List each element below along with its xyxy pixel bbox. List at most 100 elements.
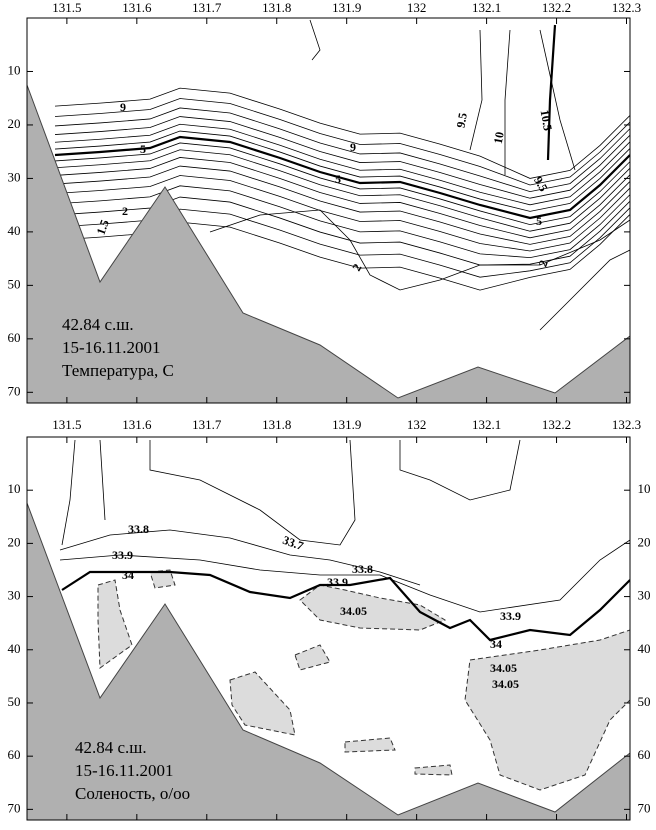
contour-label: 34.05	[492, 677, 519, 691]
y-tick-label: 60	[638, 747, 651, 762]
isotherm	[54, 185, 630, 259]
contour-label: 33.9	[500, 609, 521, 623]
contour-label: 34	[490, 637, 502, 651]
y-tick-label: 70	[8, 383, 21, 398]
y-tick-label: 20	[8, 116, 21, 131]
x-tick-label: 131.8	[262, 0, 291, 15]
isohaline	[61, 439, 76, 546]
y-tick-label: 30	[8, 169, 21, 184]
annotation: 15-16.11.2001	[62, 338, 161, 357]
isohaline	[99, 439, 106, 521]
isotherm	[54, 165, 630, 245]
y-tick-label: 70	[638, 800, 651, 815]
isotherm	[54, 123, 630, 206]
contour-label: 2	[349, 261, 364, 273]
x-tick-label: 131.6	[122, 0, 152, 15]
isohalines	[59, 439, 630, 791]
x-tick-label: 132.2	[542, 417, 571, 432]
isotherm	[54, 142, 630, 226]
x-tick-label: 132	[407, 417, 427, 432]
contour-label: 5	[335, 172, 341, 186]
y-tick-label: 50	[638, 694, 651, 709]
isotherm	[54, 157, 630, 239]
annotation: 42.84 с.ш.	[75, 738, 147, 757]
contour-label: 9.5	[531, 174, 551, 194]
isotherm	[469, 29, 483, 151]
isotherm	[54, 116, 630, 199]
x-tick-label: 132.2	[542, 0, 571, 15]
x-tick-label: 132.3	[612, 0, 641, 15]
isohaline	[149, 439, 356, 546]
y-tick-label: 60	[8, 330, 21, 345]
x-tick-label: 131.9	[332, 417, 361, 432]
y-tick-label: 20	[638, 534, 651, 549]
annotation: 15-16.11.2001	[75, 761, 174, 780]
isotherm	[504, 29, 511, 175]
isotherm	[54, 130, 630, 212]
y-tick-label: 40	[8, 223, 21, 238]
contour-label: 10.5	[538, 109, 555, 132]
y-tick-label: 60	[8, 747, 21, 762]
isotherm	[54, 175, 630, 252]
isotherm	[54, 87, 630, 179]
y-tick-label: 50	[8, 276, 21, 291]
annotation: Температура, С	[62, 361, 174, 380]
x-tick-label: 132	[407, 0, 427, 15]
contour-label: 34.05	[340, 604, 367, 618]
isohaline	[59, 539, 630, 613]
x-tick-label: 132.1	[472, 0, 501, 15]
x-tick-label: 131.5	[52, 417, 81, 432]
isotherm	[54, 149, 630, 232]
isotherm	[539, 249, 630, 331]
y-tick-label: 40	[8, 641, 21, 656]
contour-label: 33.8	[352, 562, 373, 576]
contour-label: 9	[350, 140, 356, 154]
isotherm	[54, 107, 630, 193]
contour-label: 33.8	[128, 522, 149, 536]
contour-label: 5	[140, 142, 146, 156]
isohaline	[399, 439, 521, 501]
x-tick-label: 131.7	[192, 0, 222, 15]
contour-label: 34	[122, 568, 134, 582]
contour-label: 9.5	[453, 112, 469, 129]
contour-label: 5	[536, 214, 542, 228]
x-tick-label: 131.8	[262, 417, 291, 432]
contour-label: 33.9	[112, 548, 133, 562]
contour-labels: 33.8 33.9 34 33.7 33.8 33.9 34.05 33.9 3…	[112, 522, 521, 691]
x-tick-label: 131.6	[122, 417, 152, 432]
contour-label: 2	[122, 204, 128, 218]
y-tick-label: 10	[8, 62, 21, 77]
contour-label: 34.05	[490, 661, 517, 675]
contour-label: 33.9	[327, 575, 348, 589]
isohaline	[59, 529, 421, 586]
isotherm	[539, 29, 576, 171]
isotherm	[54, 135, 630, 220]
x-tick-label: 131.5	[52, 0, 81, 15]
y-tick-label: 10	[638, 481, 651, 496]
y-tick-label: 10	[8, 481, 21, 496]
contour-label: 9	[120, 100, 126, 114]
isotherm	[309, 19, 321, 61]
x-tick-label: 131.9	[332, 0, 361, 15]
isotherm	[54, 98, 630, 186]
annotation: 42.84 с.ш.	[62, 315, 134, 334]
x-tick-label: 131.7	[192, 417, 222, 432]
contour-label: 10	[491, 131, 507, 145]
y-tick-label: 50	[8, 694, 21, 709]
contour-label: 2	[536, 258, 551, 268]
contour-label: 1.5	[94, 218, 112, 237]
contour-label: 33.7	[281, 533, 306, 553]
y-tick-label: 30	[8, 588, 21, 603]
y-tick-label: 40	[638, 641, 651, 656]
y-tick-label: 70	[8, 800, 21, 815]
plot-frame	[26, 436, 631, 821]
isotherms	[54, 19, 630, 331]
isotherm	[546, 24, 557, 161]
plot-frame	[26, 17, 631, 404]
x-tick-label: 132.3	[612, 417, 641, 432]
contour-labels: 9 5 2 1.5 9 5 2 9.5 10 10.5 9.5 5 2	[94, 100, 555, 274]
isohaline	[61, 570, 630, 642]
x-tick-label: 132.1	[472, 417, 501, 432]
y-tick-label: 20	[8, 534, 21, 549]
